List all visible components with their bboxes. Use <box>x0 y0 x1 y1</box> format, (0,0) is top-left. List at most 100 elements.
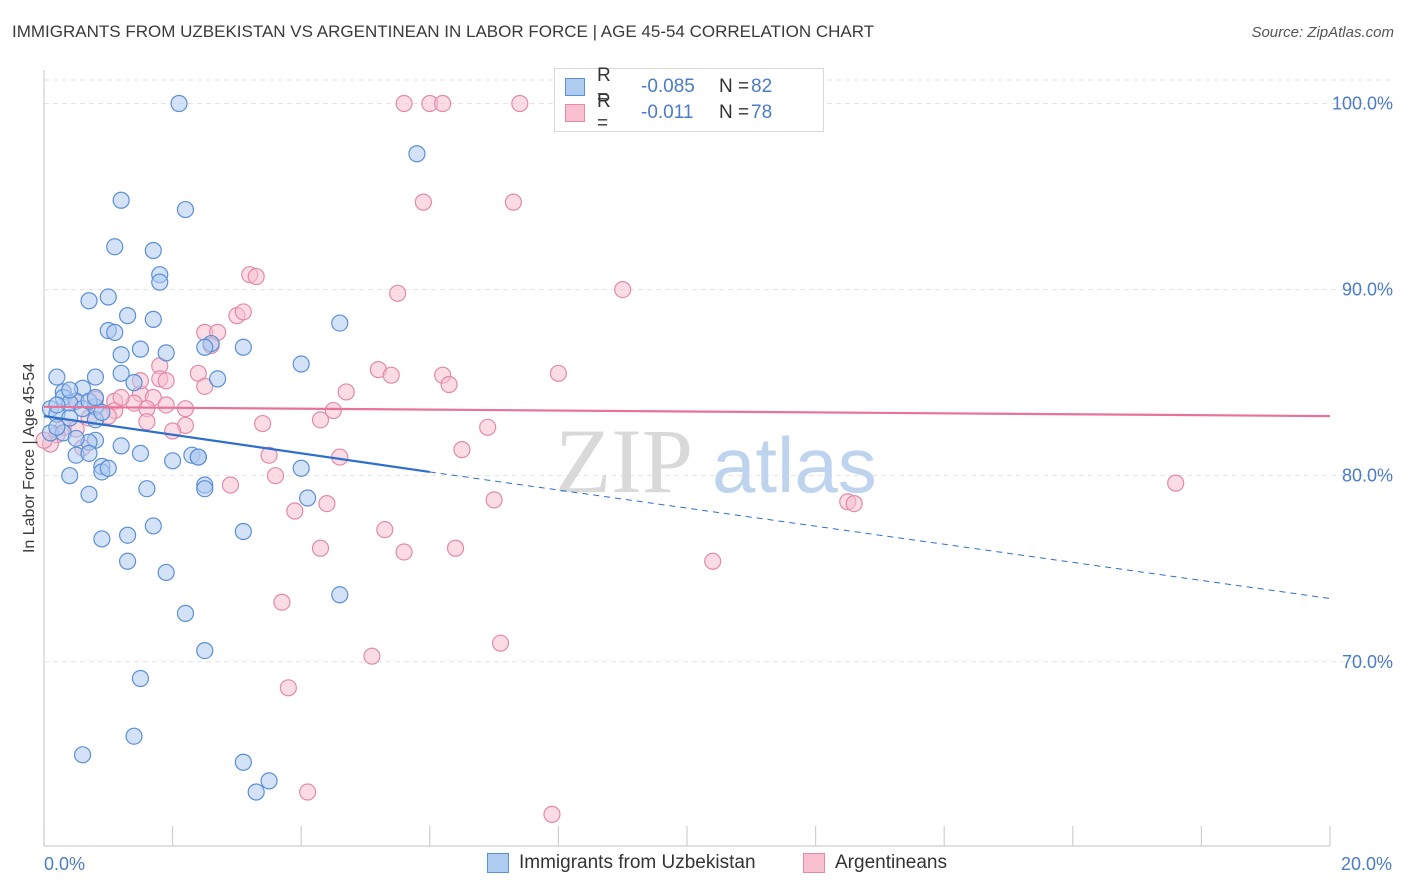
legend-swatch-blue <box>487 853 509 873</box>
data-point <box>164 452 182 470</box>
data-point <box>395 543 413 561</box>
trend-lines <box>43 405 1331 599</box>
data-point <box>234 303 252 321</box>
data-point <box>93 530 111 548</box>
data-point <box>614 280 632 299</box>
data-point <box>67 429 85 448</box>
data-point <box>176 604 195 622</box>
data-point <box>196 377 214 395</box>
data-point <box>48 396 66 414</box>
data-point <box>157 396 175 414</box>
data-point <box>311 539 330 557</box>
data-point <box>311 411 330 429</box>
data-point <box>196 338 214 356</box>
watermark: ZIP atlas <box>555 410 877 512</box>
legend-swatch-pink <box>565 104 585 122</box>
data-point <box>260 446 278 464</box>
data-point <box>234 522 252 541</box>
r-label: R = <box>597 91 611 134</box>
data-point <box>292 459 310 477</box>
data-point <box>266 467 285 485</box>
y-tick-label: 70.0% <box>1342 652 1393 672</box>
data-point <box>48 368 66 386</box>
chart-title: IMMIGRANTS FROM UZBEKISTAN VS ARGENTINEA… <box>12 22 875 41</box>
data-point <box>196 642 214 660</box>
data-point <box>273 593 291 611</box>
data-point <box>318 494 336 513</box>
data-point <box>112 364 130 382</box>
data-point <box>485 491 503 509</box>
data-point <box>118 526 137 544</box>
trend-line-argentineans <box>43 405 1331 418</box>
legend-row-argentineans: R = -0.011 N = 78 <box>565 91 773 134</box>
data-point <box>157 563 175 582</box>
data-point <box>131 340 150 358</box>
n-label: N = <box>719 76 750 97</box>
legend-swatch-blue <box>565 78 585 96</box>
data-point <box>93 403 111 422</box>
data-point <box>144 241 162 260</box>
n-value: 78 <box>751 102 773 123</box>
data-point <box>286 502 304 520</box>
data-point <box>299 783 317 801</box>
legend-label-uzbekistan: Immigrants from Uzbekistan <box>519 852 756 873</box>
data-point <box>1167 474 1185 492</box>
data-point <box>414 193 432 211</box>
data-point <box>112 191 130 209</box>
data-point <box>292 355 310 373</box>
data-point <box>99 288 117 306</box>
data-point <box>61 381 79 399</box>
data-point <box>221 476 240 494</box>
y-tick-label: 90.0% <box>1342 280 1393 300</box>
data-point <box>504 193 522 211</box>
data-point <box>125 374 143 392</box>
r-value: -0.011 <box>641 102 694 123</box>
data-point <box>73 746 92 764</box>
trend-line-uzbekistan <box>43 415 430 474</box>
data-point <box>138 480 156 498</box>
data-point <box>331 314 349 332</box>
watermark-zip: ZIP <box>555 410 693 512</box>
data-point <box>704 552 722 570</box>
data-point <box>434 94 452 113</box>
data-point <box>279 679 297 697</box>
legend-label-argentineans: Argentineans <box>835 852 947 873</box>
data-point <box>80 485 98 503</box>
data-point <box>151 273 169 291</box>
data-point <box>196 480 214 498</box>
data-point <box>131 669 150 688</box>
data-point <box>106 323 124 341</box>
data-point <box>144 310 162 328</box>
data-point <box>337 383 355 401</box>
legend-item-argentineans: Argentineans <box>803 852 947 874</box>
data-point <box>80 444 98 462</box>
data-point <box>118 552 137 570</box>
data-point <box>395 94 413 113</box>
data-point <box>363 647 381 665</box>
data-point <box>549 364 568 382</box>
data-point <box>247 783 265 801</box>
data-point <box>209 370 227 388</box>
data-point <box>543 805 561 823</box>
data-point <box>382 366 400 384</box>
data-point <box>106 238 124 256</box>
data-point <box>118 307 137 325</box>
legend-swatch-pink <box>803 853 825 873</box>
data-point <box>254 414 272 433</box>
data-point <box>112 346 130 364</box>
x-tick-label-max: 20.0% <box>1341 854 1392 874</box>
series-uzbekistan-points <box>41 94 426 801</box>
trend-line-uzbekistan-extension <box>429 471 1331 599</box>
n-value: 82 <box>751 76 773 97</box>
legend-row-uzbekistan: R = -0.085 N = 82 <box>565 65 773 108</box>
data-point <box>446 539 465 557</box>
legend-item-uzbekistan: Immigrants from Uzbekistan <box>487 852 756 874</box>
data-point <box>157 372 175 390</box>
data-point <box>234 753 252 771</box>
data-point <box>479 418 497 436</box>
correlation-legend: R = -0.085 N = 82 R = -0.011 N = 78 <box>554 65 824 134</box>
x-axis-ticks <box>43 826 1331 846</box>
data-point <box>491 634 510 652</box>
data-point <box>389 284 407 302</box>
